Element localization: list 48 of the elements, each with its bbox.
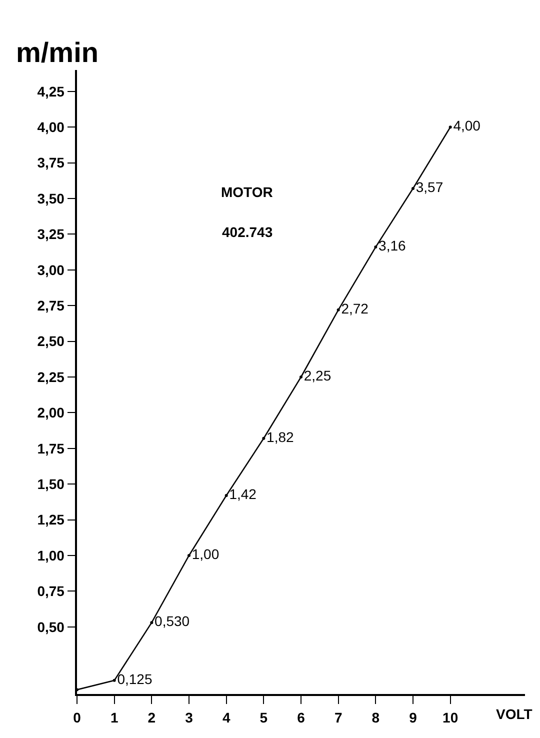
y-tick-label: 0,75 — [37, 583, 65, 600]
y-tick-label: 1,25 — [37, 512, 65, 528]
point — [112, 678, 116, 682]
data-label: 2,25 — [304, 368, 332, 384]
y-tick-label: 1,50 — [37, 476, 65, 492]
point — [336, 308, 340, 312]
y-tick-label: 3,50 — [37, 190, 65, 206]
y-tick-label: 4,25 — [37, 83, 65, 100]
y-tick-label: 2,00 — [37, 404, 65, 421]
data-label: 0,125 — [117, 670, 152, 687]
x-tick-label: 7 — [334, 710, 342, 726]
data-label: 2,72 — [341, 300, 369, 316]
x-tick-label: 10 — [442, 710, 458, 726]
x-tick-label: 1 — [110, 710, 118, 726]
point — [262, 436, 266, 440]
y-tick-label: 1,75 — [37, 440, 65, 456]
x-tick-label: 3 — [185, 710, 194, 726]
point — [150, 621, 154, 624]
data-label: 1,42 — [229, 486, 257, 502]
y-tick-label: 2,75 — [37, 298, 65, 314]
y-tick-label: 4,00 — [37, 119, 65, 136]
x-tick-label: 4 — [222, 710, 230, 726]
x-tick-label: 5 — [260, 710, 268, 726]
point — [224, 494, 228, 498]
x-tick-label: 6 — [297, 710, 306, 726]
y-tick-label: 3,00 — [37, 262, 65, 278]
y-tick-label: 3,25 — [37, 226, 65, 242]
y-tick-label: 3,75 — [37, 154, 65, 171]
annotation: 402.743 — [222, 224, 273, 240]
data-label: 1,00 — [192, 546, 220, 562]
point — [448, 126, 452, 129]
x-tick-label: 9 — [409, 710, 418, 726]
y-tick-label: 2,50 — [37, 333, 65, 350]
x-tick-label: 8 — [372, 710, 380, 726]
data-label: 3,16 — [378, 238, 406, 254]
x-axis-title: VOLT — [496, 706, 533, 722]
annotation: MOTOR — [221, 184, 273, 200]
x-tick-label: 0 — [73, 710, 82, 726]
y-axis-title: m/min — [16, 37, 98, 68]
data-label: 3,57 — [416, 179, 444, 196]
x-tick-label: 2 — [148, 710, 156, 726]
y-tick-label: 0,50 — [37, 618, 65, 635]
data-label: 4,00 — [453, 118, 481, 134]
data-label: 0,530 — [154, 613, 190, 630]
y-tick-label: 2,25 — [37, 368, 65, 385]
data-label: 1,82 — [266, 428, 294, 445]
y-tick-label: 1,00 — [37, 547, 65, 564]
point — [374, 246, 378, 249]
